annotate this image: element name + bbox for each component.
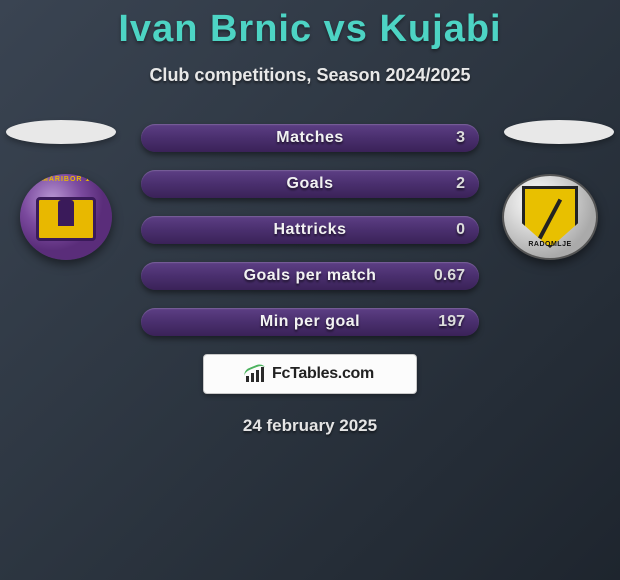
stat-value: 0.67 — [434, 267, 465, 285]
club-badge-left: NK MARIBOR 1960 — [20, 174, 118, 262]
stat-label: Hattricks — [141, 221, 479, 239]
stat-label: Min per goal — [141, 313, 479, 331]
comparison-subtitle: Club competitions, Season 2024/2025 — [0, 65, 620, 86]
stat-label: Matches — [141, 129, 479, 147]
comparison-content: NK MARIBOR 1960 RADOMLJE Matches 3 Goals… — [0, 124, 620, 436]
comparison-date: 24 february 2025 — [0, 416, 620, 436]
radomlje-badge-icon: RADOMLJE — [502, 174, 598, 260]
club-badge-right: RADOMLJE — [502, 174, 600, 262]
player-placeholder-left — [6, 120, 116, 144]
stat-value: 3 — [456, 129, 465, 147]
stat-row-goals: Goals 2 — [141, 170, 479, 198]
branding-text: FcTables.com — [272, 365, 374, 383]
stat-row-matches: Matches 3 — [141, 124, 479, 152]
stat-value: 2 — [456, 175, 465, 193]
maribor-badge-icon: NK MARIBOR 1960 — [20, 174, 112, 260]
stat-row-min-per-goal: Min per goal 197 — [141, 308, 479, 336]
stats-list: Matches 3 Goals 2 Hattricks 0 Goals per … — [141, 124, 479, 336]
stat-label: Goals — [141, 175, 479, 193]
branding-box[interactable]: FcTables.com — [203, 354, 417, 394]
stat-row-goals-per-match: Goals per match 0.67 — [141, 262, 479, 290]
stat-value: 0 — [456, 221, 465, 239]
stat-label: Goals per match — [141, 267, 479, 285]
fctables-logo-icon — [246, 366, 266, 382]
player-placeholder-right — [504, 120, 614, 144]
comparison-title: Ivan Brnic vs Kujabi — [0, 0, 620, 51]
radomlje-badge-text: RADOMLJE — [504, 241, 596, 248]
stat-row-hattricks: Hattricks 0 — [141, 216, 479, 244]
maribor-badge-text: NK MARIBOR 1960 — [20, 176, 112, 183]
stat-value: 197 — [438, 313, 465, 331]
